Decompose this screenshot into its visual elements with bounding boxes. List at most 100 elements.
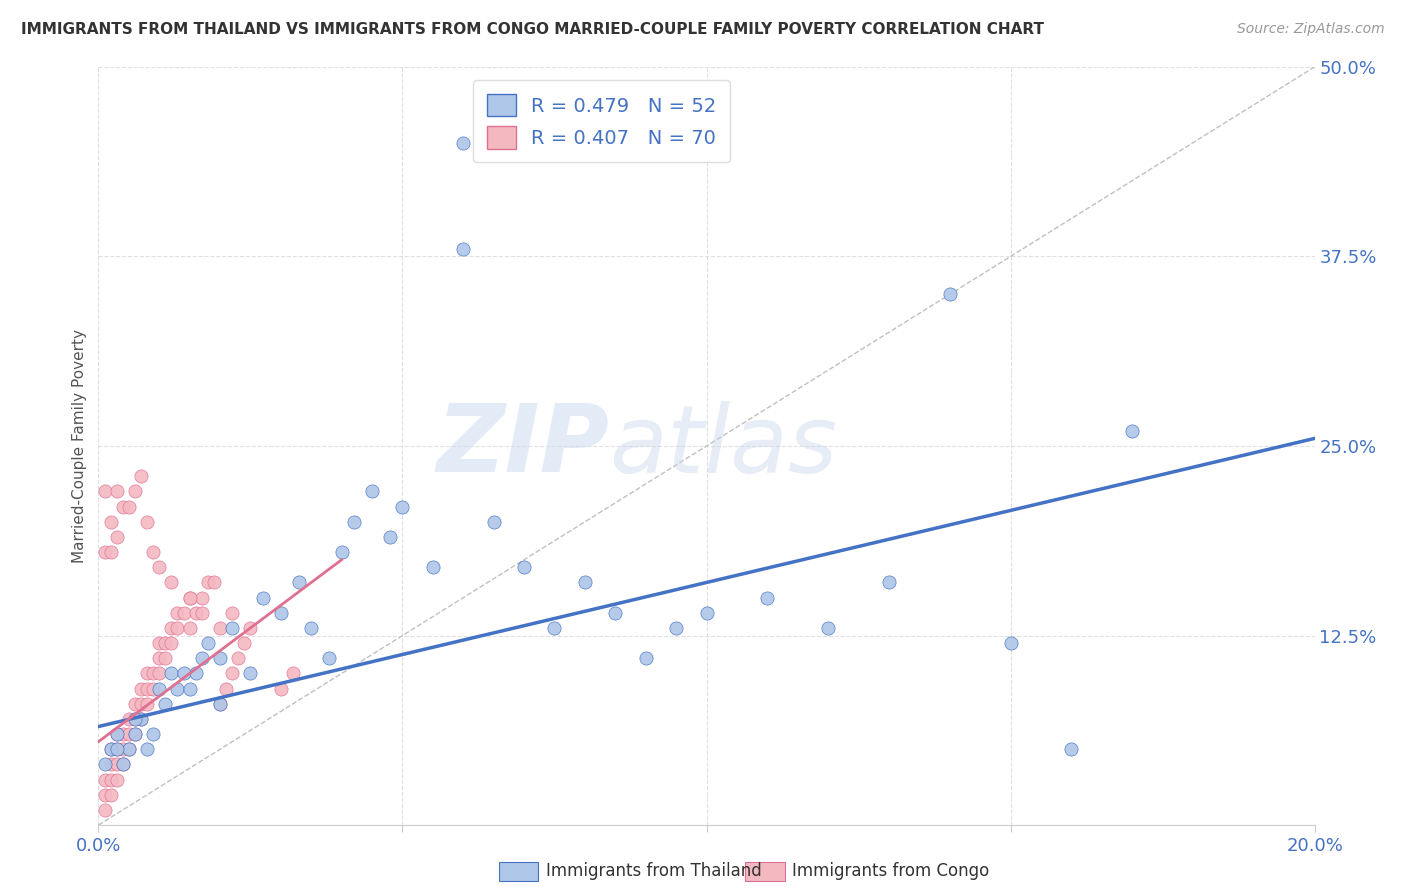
Point <box>482 515 505 529</box>
Point <box>124 484 146 499</box>
Point <box>453 242 475 256</box>
Point <box>148 681 170 696</box>
Point <box>191 591 214 605</box>
Point <box>93 757 115 772</box>
Point <box>160 636 183 650</box>
Point <box>100 742 122 756</box>
Point <box>129 712 152 726</box>
Point <box>100 545 122 559</box>
Point <box>209 651 232 665</box>
Point <box>221 621 243 635</box>
Point <box>513 560 536 574</box>
Point <box>100 515 122 529</box>
Point <box>179 681 201 696</box>
Point <box>100 772 122 787</box>
Point <box>166 621 188 635</box>
Point <box>574 575 596 590</box>
Point <box>696 606 718 620</box>
Point <box>191 606 214 620</box>
Point <box>391 500 413 514</box>
Point <box>124 712 146 726</box>
Point <box>100 757 122 772</box>
Point <box>160 621 183 635</box>
Point <box>105 742 128 756</box>
Point <box>184 666 207 681</box>
Point <box>288 575 311 590</box>
Point <box>136 681 159 696</box>
Point <box>142 545 165 559</box>
Point <box>453 136 475 150</box>
Point <box>179 621 201 635</box>
Point <box>105 484 128 499</box>
Point <box>233 636 256 650</box>
Point <box>318 651 340 665</box>
Point <box>136 515 159 529</box>
Point <box>118 500 141 514</box>
Point <box>142 681 165 696</box>
Text: Immigrants from Congo: Immigrants from Congo <box>792 863 988 880</box>
Point <box>93 788 115 802</box>
Point <box>1121 424 1143 438</box>
Point <box>129 681 152 696</box>
Point <box>111 500 134 514</box>
Text: Immigrants from Thailand: Immigrants from Thailand <box>546 863 761 880</box>
Text: IMMIGRANTS FROM THAILAND VS IMMIGRANTS FROM CONGO MARRIED-COUPLE FAMILY POVERTY : IMMIGRANTS FROM THAILAND VS IMMIGRANTS F… <box>21 22 1045 37</box>
Point <box>129 697 152 711</box>
Point <box>93 484 115 499</box>
Point <box>179 591 201 605</box>
Point <box>105 772 128 787</box>
Point <box>270 606 292 620</box>
Point <box>93 772 115 787</box>
Point <box>111 727 134 741</box>
Point <box>184 606 207 620</box>
Point <box>118 742 141 756</box>
Point <box>330 545 353 559</box>
Point <box>665 621 688 635</box>
Point <box>252 591 274 605</box>
Point <box>142 727 165 741</box>
Point <box>239 666 262 681</box>
Point <box>111 742 134 756</box>
Point <box>209 621 232 635</box>
Point <box>148 560 170 574</box>
Text: Source: ZipAtlas.com: Source: ZipAtlas.com <box>1237 22 1385 37</box>
Point <box>136 666 159 681</box>
Point <box>105 757 128 772</box>
Point <box>361 484 384 499</box>
Point <box>166 606 188 620</box>
Text: ZIP: ZIP <box>436 400 609 492</box>
Point <box>1060 742 1083 756</box>
Point <box>191 651 214 665</box>
Point <box>756 591 779 605</box>
Legend: R = 0.479   N = 52, R = 0.407   N = 70: R = 0.479 N = 52, R = 0.407 N = 70 <box>472 80 730 162</box>
Point <box>543 621 565 635</box>
Point <box>129 469 152 483</box>
Point <box>173 606 195 620</box>
Point <box>299 621 322 635</box>
Point <box>817 621 839 635</box>
Point <box>281 666 304 681</box>
Point <box>939 287 962 301</box>
Point <box>173 666 195 681</box>
Point <box>634 651 657 665</box>
Point <box>166 681 188 696</box>
Point <box>226 651 249 665</box>
Point <box>136 697 159 711</box>
Point <box>160 575 183 590</box>
Point <box>124 712 146 726</box>
Point <box>129 712 152 726</box>
Point <box>105 742 128 756</box>
Point <box>93 545 115 559</box>
Point <box>270 681 292 696</box>
Point <box>202 575 225 590</box>
Point <box>155 651 177 665</box>
Point <box>118 727 141 741</box>
Point <box>124 697 146 711</box>
Point <box>1000 636 1022 650</box>
Point <box>124 727 146 741</box>
Point <box>155 697 177 711</box>
Y-axis label: Married-Couple Family Poverty: Married-Couple Family Poverty <box>72 329 87 563</box>
Point <box>877 575 900 590</box>
Point <box>209 697 232 711</box>
Point <box>221 606 243 620</box>
